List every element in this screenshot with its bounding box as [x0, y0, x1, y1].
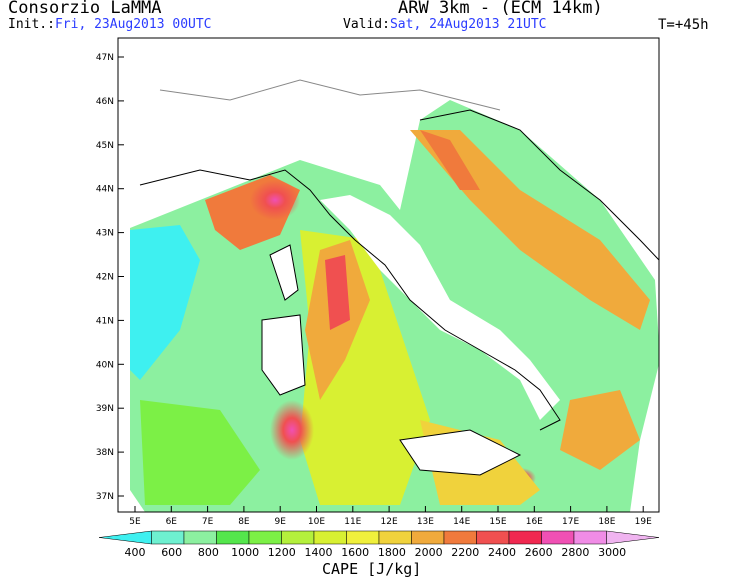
- colorbar-swatch: [248, 530, 282, 545]
- sicily-land: [400, 430, 520, 475]
- colorbar-swatch: [606, 530, 660, 545]
- lat-tick-label: 38N: [96, 448, 114, 458]
- colorbar-label: 2800: [561, 546, 589, 559]
- cape-field-ionian: [560, 390, 640, 470]
- lat-tick-label: 39N: [96, 404, 114, 414]
- sardinia-land: [262, 315, 305, 395]
- lat-tick-label: 42N: [96, 273, 114, 283]
- valid-value: Sat, 24Aug2013 21UTC: [389, 17, 547, 32]
- lon-tick-label: 14E: [453, 517, 470, 527]
- lon-tick-label: 12E: [381, 517, 398, 527]
- lat-tick-label: 47N: [96, 53, 114, 63]
- colorbar-label: 1800: [378, 546, 406, 559]
- colorbar: 400 600 800 1000 1200 1400 1600 1800 2000 2200 240…: [98, 530, 660, 559]
- cape-field-adriatic-high: [420, 130, 480, 190]
- init-value: Fri, 23Aug2013 00UTC: [54, 17, 212, 32]
- model-title: ARW 3km - (ECM 14km): [398, 0, 603, 18]
- lon-tick-label: 9E: [274, 517, 286, 527]
- colorbar-label: 2600: [525, 546, 553, 559]
- lat-tick-label: 43N: [96, 229, 114, 239]
- lat-tick-label: 37N: [96, 492, 114, 502]
- italy-land: [320, 195, 560, 420]
- colorbar-label: 400: [125, 546, 146, 559]
- colorbar-swatch: [151, 530, 185, 545]
- cape-field-southwest: [140, 400, 260, 505]
- lon-tick-label: 16E: [526, 517, 543, 527]
- colorbar-swatch: [216, 530, 250, 545]
- cape-field-ligurian-peak: [250, 180, 300, 220]
- colorbar-swatch: [508, 530, 542, 545]
- colorbar-swatch: [443, 530, 477, 545]
- lat-tick-label: 40N: [96, 360, 114, 370]
- cape-field-sicily-channel-peak: [270, 400, 314, 460]
- cape-field-tyrrhenian-peak: [325, 255, 350, 330]
- lon-tick-label: 18E: [598, 517, 615, 527]
- lat-tick-label: 41N: [96, 316, 114, 326]
- colorbar-swatch: [476, 530, 510, 545]
- colorbar-swatch: [378, 530, 412, 545]
- lon-tick-label: 5E: [129, 517, 141, 527]
- colorbar-swatch: [346, 530, 380, 545]
- colorbar-swatch: [98, 530, 152, 545]
- lon-tick-label: 13E: [417, 517, 434, 527]
- map-field: [118, 38, 659, 512]
- colorbar-label: 2200: [451, 546, 479, 559]
- lon-tick-label: 7E: [202, 517, 214, 527]
- lat-tick-label: 45N: [96, 141, 114, 151]
- lon-tick-label: 15E: [489, 517, 506, 527]
- country-borders: [159, 79, 501, 111]
- lead-time: T=+45h: [658, 17, 709, 33]
- lon-tick-label: 8E: [238, 517, 250, 527]
- latitude-ticks: 47N 46N 45N 44N 43N 42N 41N 40N 39N 38N 37N: [96, 53, 124, 502]
- adriatic-coastline: [419, 109, 659, 261]
- colorbar-label: 2400: [488, 546, 516, 559]
- lon-tick-label: 10E: [308, 517, 325, 527]
- lon-tick-label: 19E: [635, 517, 652, 527]
- coastline: [139, 169, 561, 431]
- colorbar-label: 2000: [415, 546, 443, 559]
- island-coastlines: [261, 244, 522, 476]
- colorbar-title: CAPE [J/kg]: [322, 560, 422, 578]
- colorbar-label: 600: [161, 546, 182, 559]
- init-label: Init.:: [8, 17, 55, 32]
- init-time: Init.:Fri, 23Aug2013 00UTC: [8, 17, 212, 32]
- colorbar-swatch: [573, 530, 607, 545]
- lat-tick-label: 46N: [96, 97, 114, 107]
- colorbar-swatch: [541, 530, 575, 545]
- colorbar-swatch: [313, 530, 347, 545]
- organization-title: Consorzio LaMMA: [8, 0, 162, 18]
- lon-tick-label: 6E: [166, 517, 178, 527]
- colorbar-label: 1400: [305, 546, 333, 559]
- colorbar-label: 3000: [598, 546, 626, 559]
- lat-tick-label: 44N: [96, 185, 114, 195]
- colorbar-swatch: [183, 530, 217, 545]
- map-frame: [117, 37, 660, 513]
- lon-tick-label: 11E: [344, 517, 361, 527]
- longitude-ticks: 5E 6E 7E 8E 9E 10E 11E 12E 13E 14E 15E 16E 17E 18E 19E: [129, 506, 652, 527]
- corsica-land: [270, 245, 298, 300]
- colorbar-label: 800: [198, 546, 219, 559]
- colorbar-label: 1200: [268, 546, 296, 559]
- colorbar-swatch: [411, 530, 445, 545]
- valid-time: Valid:Sat, 24Aug2013 21UTC: [343, 17, 547, 32]
- lon-tick-label: 17E: [562, 517, 579, 527]
- cape-field-low-west: [130, 225, 200, 380]
- colorbar-swatch: [281, 530, 315, 545]
- valid-label: Valid:: [343, 17, 390, 32]
- colorbar-label: 1000: [231, 546, 259, 559]
- colorbar-label: 1600: [341, 546, 369, 559]
